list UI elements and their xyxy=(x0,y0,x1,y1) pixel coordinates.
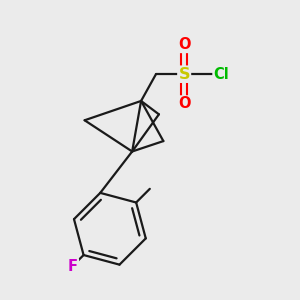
Text: F: F xyxy=(68,259,78,274)
Text: O: O xyxy=(178,96,190,111)
Text: O: O xyxy=(178,37,190,52)
Text: S: S xyxy=(178,67,190,82)
Text: Cl: Cl xyxy=(214,67,229,82)
